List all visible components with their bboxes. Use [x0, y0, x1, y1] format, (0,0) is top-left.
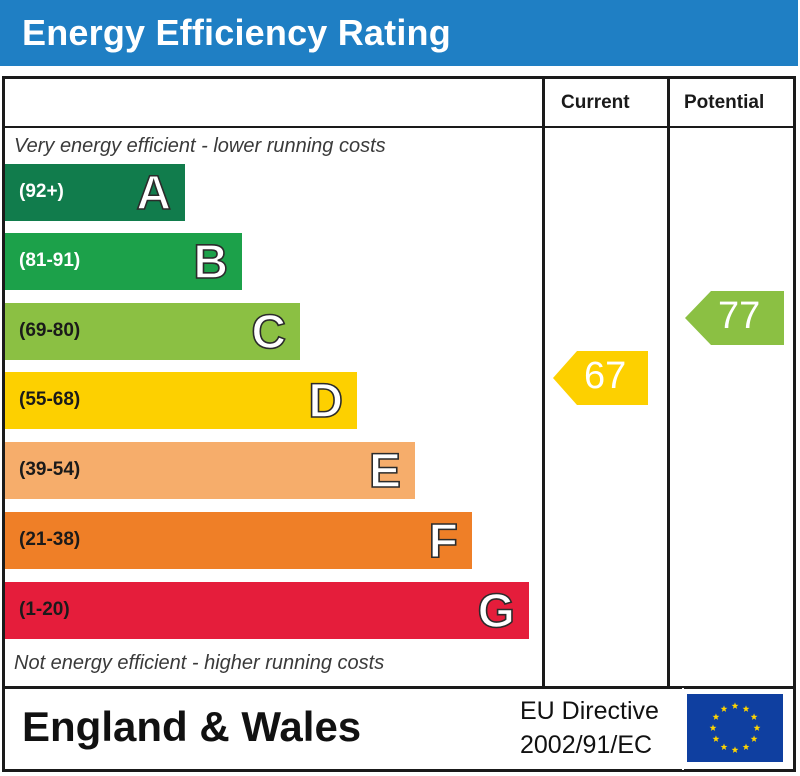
current-rating-value: 67 — [584, 355, 627, 397]
band-range: (21-38) — [19, 529, 81, 550]
caption-inefficient: Not energy efficient - higher running co… — [14, 652, 385, 674]
current-rating-arrow: 67 — [553, 351, 648, 405]
arrow-shape — [685, 291, 784, 345]
band-range: (55-68) — [19, 389, 81, 410]
band-g: (1-20) G — [5, 582, 529, 639]
potential-rating-arrow: 77 — [685, 291, 784, 345]
region-label: England & Wales — [22, 703, 362, 750]
eu-star — [731, 746, 739, 753]
band-letter: E — [368, 444, 402, 499]
band-letter: F — [428, 514, 459, 569]
footer-row-divider — [4, 686, 794, 689]
eu-star — [742, 743, 750, 750]
eu-star — [712, 735, 720, 742]
band-range: (1-20) — [19, 599, 70, 620]
band-letter: A — [136, 166, 172, 221]
band-range: (69-80) — [19, 320, 81, 341]
caption-efficient: Very energy efficient - lower running co… — [14, 135, 386, 157]
eu-star — [720, 743, 728, 750]
band-letter: G — [477, 584, 516, 639]
eu-star — [742, 705, 750, 712]
eu-directive-label: EU Directive — [520, 697, 659, 725]
eu-star — [753, 724, 761, 731]
column-divider — [542, 78, 545, 688]
band-letter: D — [308, 374, 344, 429]
eu-star — [731, 702, 739, 709]
page-title: Energy Efficiency Rating — [22, 12, 451, 53]
arrow-shape — [553, 351, 648, 405]
band-letter: C — [251, 305, 287, 360]
column-header-potential: Potential — [684, 92, 765, 113]
eu-stars — [709, 702, 761, 753]
header-row-divider — [4, 126, 794, 128]
band-letter: B — [193, 235, 229, 290]
column-divider — [667, 78, 670, 688]
header-bar: Energy Efficiency Rating — [0, 0, 798, 66]
eu-flag-icon — [687, 694, 783, 762]
band-b: (81-91) B — [5, 233, 242, 290]
band-range: (81-91) — [19, 250, 81, 271]
potential-rating-value: 77 — [718, 295, 761, 337]
eu-star — [709, 724, 717, 731]
band-a: (92+) A — [5, 164, 185, 221]
eu-star — [750, 735, 758, 742]
band-f: (21-38) F — [5, 512, 472, 569]
band-range: (92+) — [19, 181, 64, 202]
band-range: (39-54) — [19, 459, 81, 480]
band-c: (69-80) C — [5, 303, 300, 360]
rating-table — [2, 76, 796, 772]
eu-star — [720, 705, 728, 712]
column-header-current: Current — [561, 92, 630, 113]
eu-directive-number: 2002/91/EC — [520, 731, 653, 759]
eu-star — [750, 713, 758, 720]
band-d: (55-68) D — [5, 372, 357, 429]
eu-star — [712, 713, 720, 720]
band-e: (39-54) E — [5, 442, 415, 499]
footer-divider — [682, 688, 684, 770]
